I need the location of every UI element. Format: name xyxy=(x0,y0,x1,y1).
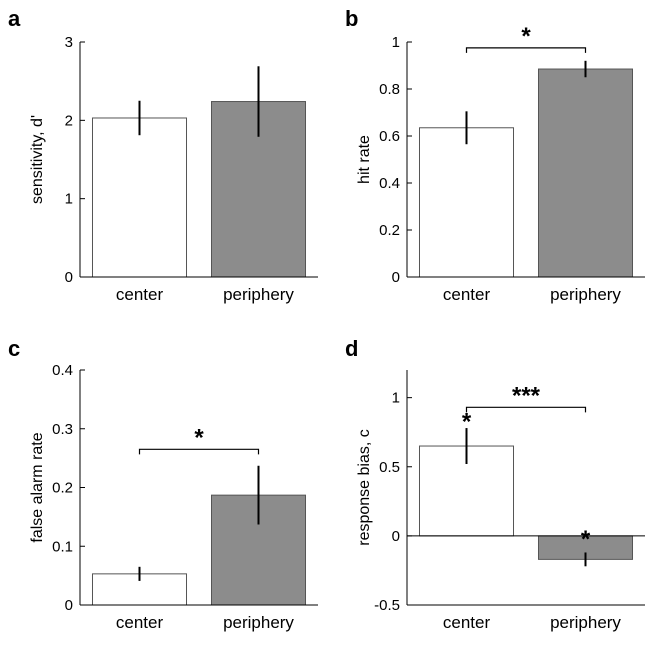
y-tick-label: 0 xyxy=(65,269,73,286)
y-axis-label: sensitivity, d' xyxy=(29,115,46,204)
y-axis-label: hit rate xyxy=(356,135,373,184)
y-tick-label: 0 xyxy=(65,597,73,614)
y-tick-label: 0.8 xyxy=(379,81,400,98)
significance-bracket xyxy=(465,47,587,53)
panel-letter-d: d xyxy=(345,336,358,361)
x-tick-label-periphery: periphery xyxy=(223,285,294,304)
y-tick-label: 1 xyxy=(392,34,400,51)
y-tick-label: 0 xyxy=(392,528,400,545)
y-tick-label: 0.2 xyxy=(52,480,73,497)
x-tick-label-periphery: periphery xyxy=(223,613,294,632)
y-tick-label: 1 xyxy=(392,390,400,407)
y-tick-label: 0.1 xyxy=(52,538,73,555)
significance-label: *** xyxy=(512,382,541,409)
panel-letter-b: b xyxy=(345,6,358,31)
significance-label: * xyxy=(521,23,531,50)
y-tick-label: 1 xyxy=(65,191,73,208)
bar-center xyxy=(418,127,515,278)
panel-letter-a: a xyxy=(8,6,21,31)
x-tick-label-center: center xyxy=(443,285,491,304)
y-tick-label: 0.4 xyxy=(379,175,400,192)
bar-center xyxy=(91,117,188,278)
y-tick-label: 0.6 xyxy=(379,128,400,145)
y-tick-label: 3 xyxy=(65,34,73,51)
x-tick-label-center: center xyxy=(116,613,164,632)
y-tick-label: 0.4 xyxy=(52,362,73,379)
panel-d: d -0.5 0 0.5 1 center periphery response bias, … xyxy=(345,336,645,632)
y-tick-label: 0.5 xyxy=(379,459,400,476)
bar-periphery xyxy=(537,68,634,278)
panel-c: c 0 0.1 0.2 0.3 0.4 center periphery false alarm… xyxy=(8,336,318,632)
significance-bracket xyxy=(138,448,260,455)
panel-b: b 0 0.2 0.4 0.6 0.8 1 center periphery hit rate * xyxy=(345,6,645,304)
x-tick-label-center: center xyxy=(443,613,491,632)
y-tick-label: 0.3 xyxy=(52,421,73,438)
y-tick-label: -0.5 xyxy=(374,597,400,614)
significance-marker: * xyxy=(462,409,472,436)
significance-bracket xyxy=(465,406,587,413)
y-axis-label: response bias, c xyxy=(356,429,373,546)
significance-marker: * xyxy=(581,526,591,553)
y-tick-label: 2 xyxy=(65,112,73,129)
significance-label: * xyxy=(194,424,204,451)
x-tick-label-periphery: periphery xyxy=(550,613,621,632)
x-tick-label-center: center xyxy=(116,285,164,304)
y-tick-label: 0 xyxy=(392,269,400,286)
y-axis-label: false alarm rate xyxy=(29,432,46,542)
x-tick-label-periphery: periphery xyxy=(550,285,621,304)
panel-letter-c: c xyxy=(8,336,20,361)
panel-a: a 0 1 2 3 center periphery sensitivity, d' xyxy=(8,6,318,304)
y-tick-label: 0.2 xyxy=(379,222,400,239)
